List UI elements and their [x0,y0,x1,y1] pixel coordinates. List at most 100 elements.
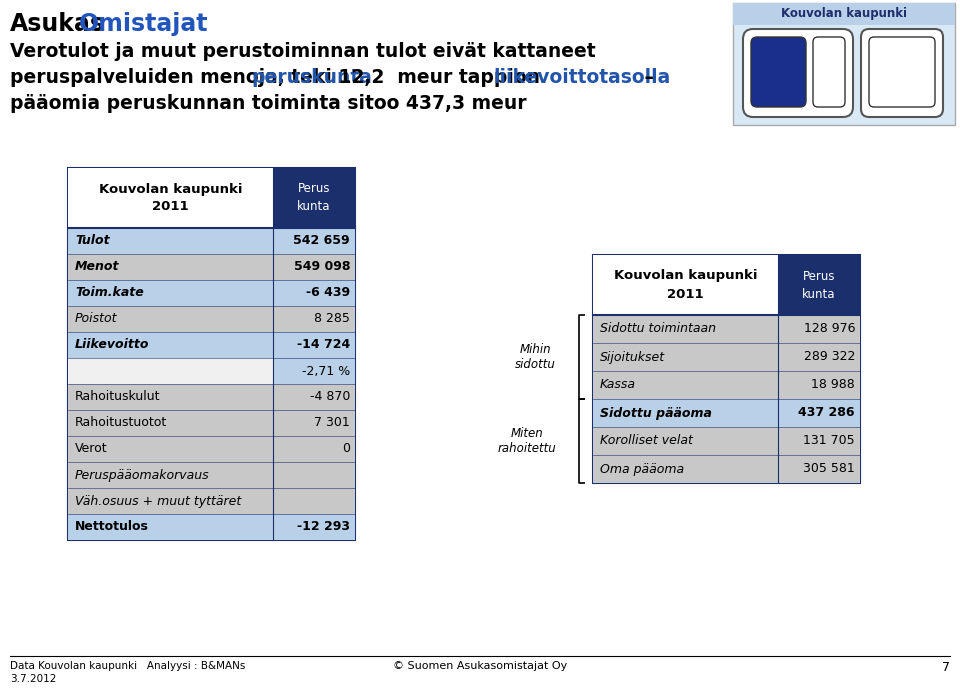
Bar [273,488,355,514]
Text: 437 286: 437 286 [799,407,855,419]
Bar [778,371,860,399]
Text: Oma pääoma: Oma pääoma [600,463,684,475]
Text: pääomia peruskunnan toiminta sitoo 437,3 meur: pääomia peruskunnan toiminta sitoo 437,3… [10,94,527,113]
Text: Tulot: Tulot [75,234,109,248]
Bar [778,427,860,455]
Text: 12,2  meur tappion: 12,2 meur tappion [332,68,546,87]
Bar [273,332,355,358]
Bar [273,280,355,306]
Text: 7 301: 7 301 [314,416,350,430]
Bar [593,343,778,371]
Text: Väh.osuus + muut tyttäret: Väh.osuus + muut tyttäret [75,494,241,508]
Bar [593,455,778,483]
Text: Poistot: Poistot [75,312,117,326]
Bar [733,3,955,25]
Text: 8 285: 8 285 [314,312,350,326]
Bar [273,514,355,540]
Bar [68,514,273,540]
Bar [68,168,273,228]
Text: Sidottu toimintaan: Sidottu toimintaan [600,323,716,335]
Text: 128 976: 128 976 [804,323,855,335]
Text: 542 659: 542 659 [294,234,350,248]
Text: 0: 0 [342,442,350,456]
Text: Omistajat: Omistajat [79,12,208,36]
FancyBboxPatch shape [861,29,943,117]
Text: 549 098: 549 098 [294,260,350,274]
Text: © Suomen Asukasomistajat Oy: © Suomen Asukasomistajat Oy [393,661,567,671]
Bar [778,455,860,483]
Bar [68,384,273,410]
Text: 131 705: 131 705 [804,435,855,447]
Bar [273,228,355,254]
FancyBboxPatch shape [751,37,806,107]
Text: Nettotulos: Nettotulos [75,521,149,533]
Bar [68,462,273,488]
Text: Rahoituskulut: Rahoituskulut [75,391,160,403]
Bar [273,358,355,384]
Text: Toim.kate: Toim.kate [75,286,144,300]
Bar [68,280,273,306]
Text: Rahoitustuotot: Rahoitustuotot [75,416,167,430]
Bar [273,462,355,488]
Bar [593,399,778,427]
Text: Data Kouvolan kaupunki   Analyysi : B&MANs: Data Kouvolan kaupunki Analyysi : B&MANs [10,661,246,671]
FancyBboxPatch shape [743,29,853,117]
Text: Liikevoitto: Liikevoitto [75,339,150,351]
Text: peruspalveluiden menoja, teki: peruspalveluiden menoja, teki [10,68,338,87]
Text: Miten
rahoitettu: Miten rahoitettu [497,427,557,455]
Bar [273,410,355,436]
Bar [68,306,273,332]
Text: 305 581: 305 581 [804,463,855,475]
Text: Kouvolan kaupunki: Kouvolan kaupunki [781,8,907,20]
Text: -4 870: -4 870 [310,391,350,403]
Text: Asukas: Asukas [10,12,105,36]
Text: -6 439: -6 439 [306,286,350,300]
Text: Perus
kunta: Perus kunta [298,183,331,214]
Bar [593,371,778,399]
Bar [68,168,355,540]
FancyBboxPatch shape [869,37,935,107]
Text: Verot: Verot [75,442,108,456]
Bar [778,343,860,371]
Text: Korolliset velat: Korolliset velat [600,435,693,447]
Bar [778,315,860,343]
Bar [68,332,273,358]
Text: 3.7.2012: 3.7.2012 [10,674,57,684]
Text: 7: 7 [942,661,950,674]
Text: liikevoittotasolla: liikevoittotasolla [493,68,670,87]
Text: Kouvolan kaupunki
2011: Kouvolan kaupunki 2011 [613,270,757,300]
Bar [593,255,778,315]
Bar [273,168,355,228]
Bar [273,306,355,332]
Bar [273,436,355,462]
Bar [68,436,273,462]
Text: Verotulot ja muut perustoiminnan tulot eivät kattaneet: Verotulot ja muut perustoiminnan tulot e… [10,42,595,61]
Bar [778,255,860,315]
Text: -12 293: -12 293 [297,521,350,533]
Bar [68,358,273,384]
Bar [778,399,860,427]
Bar [273,384,355,410]
Bar [593,315,778,343]
Text: –: – [637,68,654,87]
Text: Sidottu pääoma: Sidottu pääoma [600,407,712,419]
Bar [593,255,860,483]
Text: Mihin
sidottu: Mihin sidottu [515,343,556,371]
Bar [273,254,355,280]
Text: -2,71 %: -2,71 % [301,365,350,377]
Text: Kouvolan kaupunki
2011: Kouvolan kaupunki 2011 [99,183,242,214]
Bar [733,3,955,125]
Text: Peruspääomakorvaus: Peruspääomakorvaus [75,468,209,482]
Text: Kassa: Kassa [600,379,636,391]
FancyBboxPatch shape [813,37,845,107]
Bar [68,228,273,254]
Text: 18 988: 18 988 [811,379,855,391]
Bar [68,488,273,514]
Text: peruskunta: peruskunta [252,68,372,87]
Text: Perus
kunta: Perus kunta [803,270,836,300]
Bar [68,410,273,436]
Text: Menot: Menot [75,260,119,274]
Text: -14 724: -14 724 [297,339,350,351]
Text: 289 322: 289 322 [804,351,855,363]
Bar [68,254,273,280]
